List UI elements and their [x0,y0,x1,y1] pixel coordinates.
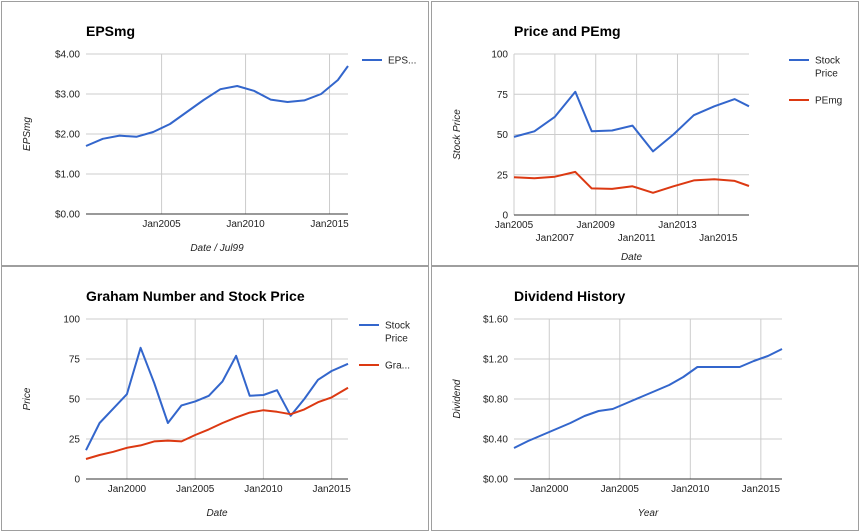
graham-chart-panel: Graham Number and Stock Price 0 25 50 75 100 J… [1,266,429,531]
x-tick-label: Jan2015 [310,219,349,230]
chart-title: Price and PEmg [514,23,621,39]
y-axis-label: Price [22,387,33,410]
y-tick-label: 25 [69,435,81,446]
y-tick-label: $1.20 [483,355,508,366]
x-tick-label: Jan2009 [577,220,616,231]
legend-entry-0: Stock [815,56,841,67]
eps-chart-panel: EPSmg $0.00 $1.00 $2.00 $3.00 $4.00 Jan2005 Jan… [1,1,429,266]
y-tick-label: $0.00 [55,210,80,221]
legend-entry-0: Price [385,334,408,345]
series-line-1 [513,170,750,194]
x-tick-label: Jan2000 [530,484,569,495]
y-tick-label: 75 [69,355,81,366]
x-tick-label: Jan2013 [658,220,697,231]
y-axis-label: EPSmg [22,117,33,151]
y-tick-label: $0.00 [483,475,508,486]
x-tick-label: Jan2010 [226,219,265,230]
y-tick-label: $3.00 [55,90,80,101]
x-tick-label: Jan2000 [108,484,147,495]
y-tick-label: $2.00 [55,130,80,141]
x-axis-label: Date [621,252,643,263]
y-tick-label: $4.00 [55,50,80,61]
x-tick-label: Jan2015 [742,484,781,495]
y-tick-label: 50 [69,395,81,406]
dividend-chart-panel: Dividend History $0.00 $0.40 $0.80 $1.20 $1.6… [431,266,859,531]
series-line-1 [85,386,349,460]
series-line-0 [85,346,349,451]
eps-chart: EPSmg $0.00 $1.00 $2.00 $3.00 $4.00 Jan2005 Jan… [22,23,416,254]
legend-entry-0: Price [815,69,838,80]
chart-title: Dividend History [514,288,625,304]
y-axis-label: Dividend [452,379,463,418]
x-tick-label: Jan2010 [671,484,710,495]
y-tick-label: 75 [497,90,509,101]
y-tick-label: 100 [63,315,80,326]
y-axis-label: Stock Price [452,109,463,160]
series-line-0 [513,348,783,449]
y-tick-label: $0.80 [483,395,508,406]
y-tick-label: 25 [497,170,509,181]
legend-entry-0: Stock [385,321,411,332]
y-tick-label: $1.00 [55,170,80,181]
price-pe-chart: Price and PEmg0255075100Jan2005Jan2007Ja… [452,23,842,263]
x-axis-label: Date [206,508,228,519]
x-tick-label: Jan2007 [536,233,575,244]
y-tick-label: $1.60 [483,315,508,326]
graham-chart: Graham Number and Stock Price 0 25 50 75 100 J… [22,288,411,519]
legend-entry-1: Gra... [385,361,410,372]
y-tick-label: 0 [502,211,508,222]
x-tick-label: Jan2015 [699,233,738,244]
y-tick-label: $0.40 [483,435,508,446]
x-tick-label: Jan2005 [495,220,534,231]
series-line-0 [513,90,750,153]
series-line-0 [85,65,349,147]
dividend-chart: Dividend History $0.00 $0.40 $0.80 $1.20 $1.6… [452,288,783,519]
y-tick-label: 0 [74,475,80,486]
x-tick-label: Jan2005 [601,484,640,495]
y-tick-label: 100 [491,50,508,61]
x-tick-label: Jan2005 [176,484,215,495]
chart-title: EPSmg [86,23,135,39]
x-tick-label: Jan2011 [618,233,656,244]
price-pe-chart-panel: Price and PEmg 0 25 50 75 100 Jan2005 Jan2007 Ja… [431,1,859,266]
x-tick-label: Jan2015 [312,484,351,495]
legend-entry-1: PEmg [815,96,842,107]
x-axis-label: Date / Jul99 [190,243,244,254]
x-tick-label: Jan2005 [142,219,181,230]
x-tick-label: Jan2010 [244,484,283,495]
y-tick-label: 50 [497,130,509,141]
x-axis-label: Year [638,508,659,519]
legend-entry-0: EPS... [388,56,416,67]
chart-title: Graham Number and Stock Price [86,288,305,304]
